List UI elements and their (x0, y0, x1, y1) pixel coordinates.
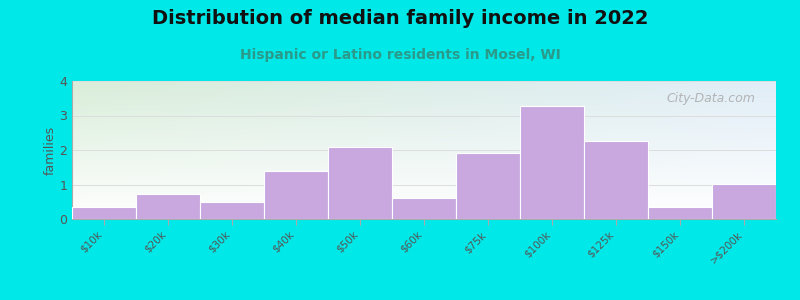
Bar (392, 198, 456, 219)
Bar (584, 141, 648, 219)
Text: City-Data.com: City-Data.com (666, 92, 755, 105)
Bar (648, 207, 712, 219)
Bar (200, 202, 264, 219)
Text: Distribution of median family income in 2022: Distribution of median family income in … (152, 9, 648, 28)
Bar (712, 184, 776, 219)
Bar (328, 147, 392, 219)
Y-axis label: families: families (43, 125, 56, 175)
Bar (72, 207, 136, 219)
Bar (456, 153, 520, 219)
Bar (520, 106, 584, 219)
Bar (264, 171, 328, 219)
Text: Hispanic or Latino residents in Mosel, WI: Hispanic or Latino residents in Mosel, W… (240, 48, 560, 62)
Bar (136, 194, 200, 219)
